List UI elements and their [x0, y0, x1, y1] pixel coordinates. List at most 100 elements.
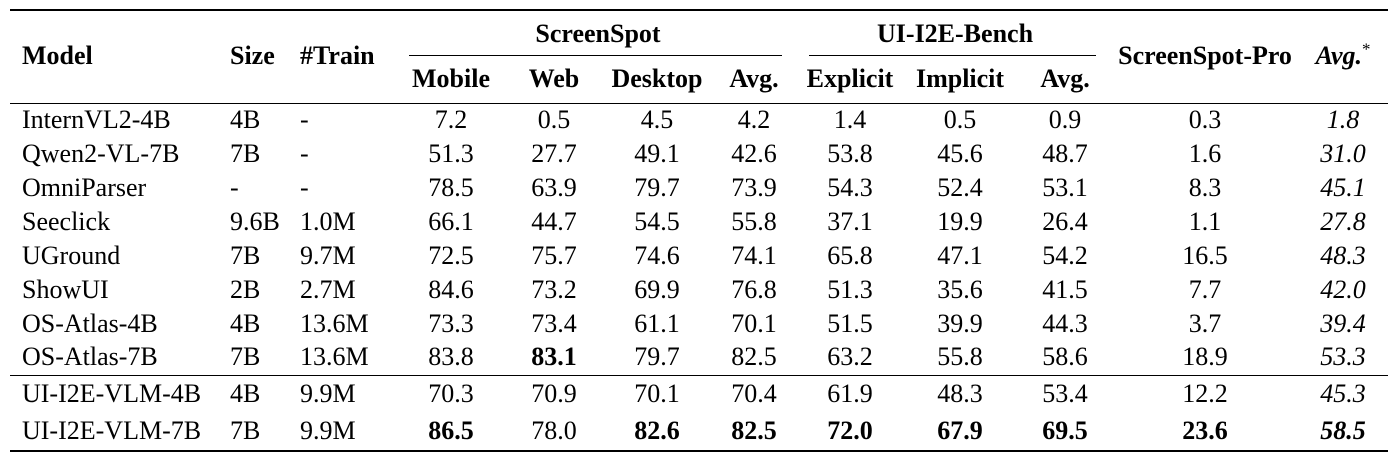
model-name-cell: ShowUI	[22, 274, 109, 304]
model-name-cell: UGround	[22, 240, 121, 270]
model-name-cell: Seeclick	[22, 206, 111, 236]
i2e-implicit-cell: 48.3	[937, 378, 983, 408]
train-cell: 9.9M	[300, 378, 356, 408]
i2e-explicit-cell: 54.3	[827, 172, 873, 202]
train-column-header: #Train	[290, 10, 398, 104]
i2e-implicit-cell: 55.8	[937, 342, 983, 372]
screenspot-avg-cell: 73.9	[731, 172, 777, 202]
table-row: OS-Atlas-4B 4B 13.6M 73.3 73.4 61.1 70.1…	[10, 307, 1388, 341]
i2e-avg-cell: 53.4	[1042, 378, 1088, 408]
screenspot-desktop-cell: 79.7	[634, 172, 680, 202]
screenspot-web-cell: 27.7	[531, 138, 577, 168]
i2e-explicit-cell: 63.2	[827, 342, 873, 372]
size-cell: -	[230, 172, 239, 202]
screenspot-desktop-cell: 79.7	[634, 342, 680, 372]
screenspot-desktop-cell: 82.6	[634, 416, 680, 446]
screenspot-avg-cell: 55.8	[731, 206, 777, 236]
screenspot-web-cell: 75.7	[531, 240, 577, 270]
screenspot-web-cell: 0.5	[537, 104, 571, 134]
size-cell: 7B	[230, 342, 261, 372]
table-row: OS-Atlas-7B 7B 13.6M 83.8 83.1 79.7 82.5…	[10, 341, 1388, 375]
train-cell: 1.0M	[300, 206, 356, 236]
i2e-explicit-cell: 65.8	[827, 240, 873, 270]
header-row-groups: Model Size #Train ScreenSpot UI-I2E-Benc…	[10, 10, 1389, 104]
i2e-implicit-cell: 45.6	[937, 138, 983, 168]
size-column-header: Size	[218, 10, 290, 104]
i2e-implicit-cell: 67.9	[937, 416, 983, 446]
screenspot-web-cell: 63.9	[531, 172, 577, 202]
i2e-avg-cell: 48.7	[1042, 138, 1088, 168]
i2e-avg-cell: 53.1	[1042, 172, 1088, 202]
model-name-cell: Qwen2-VL-7B	[22, 138, 180, 168]
implicit-column-header: Implicit	[902, 56, 1019, 104]
size-cell: 4B	[230, 378, 261, 408]
screenspot-pro-cell: 16.5	[1182, 240, 1228, 270]
table-row: Seeclick 9.6B 1.0M 66.1 44.7 54.5 55.8 3…	[10, 205, 1388, 239]
overall-avg-cell: 31.0	[1320, 138, 1366, 168]
overall-avg-cell: 48.3	[1320, 240, 1366, 270]
table-row: ShowUI 2B 2.7M 84.6 73.2 69.9 76.8 51.3 …	[10, 273, 1388, 307]
screenspot-desktop-cell: 70.1	[634, 378, 680, 408]
i2e-implicit-cell: 0.5	[943, 104, 977, 134]
screenspot-pro-cell: 23.6	[1182, 416, 1228, 446]
screenspot-desktop-cell: 69.9	[634, 274, 680, 304]
i2e-avg-cell: 44.3	[1042, 308, 1088, 338]
i2e-explicit-cell: 51.5	[827, 308, 873, 338]
table-row: UI-I2E-VLM-4B 4B 9.9M 70.3 70.9 70.1 70.…	[10, 375, 1388, 413]
screenspot-mobile-cell: 7.2	[434, 104, 468, 134]
train-cell: -	[300, 172, 309, 202]
table-row: UI-I2E-VLM-7B 7B 9.9M 86.5 78.0 82.6 82.…	[10, 413, 1388, 451]
i2e-implicit-cell: 35.6	[937, 274, 983, 304]
overall-avg-cell: 27.8	[1320, 206, 1366, 236]
i2e-explicit-cell: 37.1	[827, 206, 873, 236]
screenspot-web-cell: 44.7	[531, 206, 577, 236]
ui-i2e-vlm-section: UI-I2E-VLM-4B 4B 9.9M 70.3 70.9 70.1 70.…	[10, 375, 1389, 451]
i2e-avg-cell: 54.2	[1042, 240, 1088, 270]
screenspot-avg-cell: 70.1	[731, 308, 777, 338]
i2e-explicit-cell: 1.4	[833, 104, 867, 134]
screenspot-avg-cell: 74.1	[731, 240, 777, 270]
i2e-implicit-cell: 19.9	[937, 206, 983, 236]
overall-avg-label: Avg.	[1315, 41, 1363, 71]
header-row-subcolumns: Mobile Web Desktop Avg. Explicit Implici…	[10, 56, 1388, 104]
i2e-avg-column-header: Avg.	[1018, 56, 1113, 104]
i2e-avg-cell: 0.9	[1048, 104, 1082, 134]
table-row: InternVL2-4B 4B - 7.2 0.5 4.5 4.2 1.4 0.…	[10, 103, 1388, 137]
screenspot-mobile-cell: 66.1	[428, 206, 474, 236]
mobile-column-header: Mobile	[398, 56, 504, 104]
size-cell: 7B	[230, 240, 261, 270]
desktop-column-header: Desktop	[604, 56, 710, 104]
screenspot-pro-cell: 0.3	[1188, 104, 1222, 134]
screenspot-desktop-cell: 49.1	[634, 138, 680, 168]
size-cell: 2B	[230, 274, 261, 304]
benchmark-results-table: Model Size #Train ScreenSpot UI-I2E-Benc…	[10, 9, 1389, 452]
screenspot-mobile-cell: 51.3	[428, 138, 474, 168]
i2e-avg-cell: 26.4	[1042, 206, 1088, 236]
screenspot-desktop-cell: 74.6	[634, 240, 680, 270]
screenspot-mobile-cell: 84.6	[428, 274, 474, 304]
ui-i2e-bench-group-header: UI-I2E-Bench	[798, 10, 1112, 56]
screenspot-desktop-cell: 54.5	[634, 206, 680, 236]
screenspot-mobile-cell: 73.3	[428, 308, 474, 338]
train-cell: 13.6M	[300, 308, 369, 338]
model-column-header: Model	[10, 10, 218, 104]
screenspot-pro-cell: 7.7	[1188, 274, 1222, 304]
table-row: OmniParser - - 78.5 63.9 79.7 73.9 54.3 …	[10, 171, 1388, 205]
model-name-cell: OS-Atlas-7B	[22, 342, 158, 372]
size-cell: 7B	[230, 416, 261, 446]
overall-avg-cell: 58.5	[1320, 416, 1366, 446]
i2e-implicit-cell: 39.9	[937, 308, 983, 338]
screenspot-pro-cell: 1.6	[1188, 138, 1222, 168]
screenspot-pro-column-header: ScreenSpot-Pro	[1112, 10, 1299, 104]
screenspot-avg-cell: 42.6	[731, 138, 777, 168]
train-cell: 13.6M	[300, 342, 369, 372]
table-header: Model Size #Train ScreenSpot UI-I2E-Benc…	[10, 10, 1389, 104]
i2e-avg-cell: 69.5	[1042, 416, 1088, 446]
model-name-cell: OS-Atlas-4B	[22, 308, 158, 338]
screenspot-avg-cell: 82.5	[731, 416, 777, 446]
size-cell: 7B	[230, 138, 261, 168]
table-row: UGround 7B 9.7M 72.5 75.7 74.6 74.1 65.8…	[10, 239, 1388, 273]
web-column-header: Web	[504, 56, 604, 104]
screenspot-desktop-cell: 61.1	[634, 308, 680, 338]
